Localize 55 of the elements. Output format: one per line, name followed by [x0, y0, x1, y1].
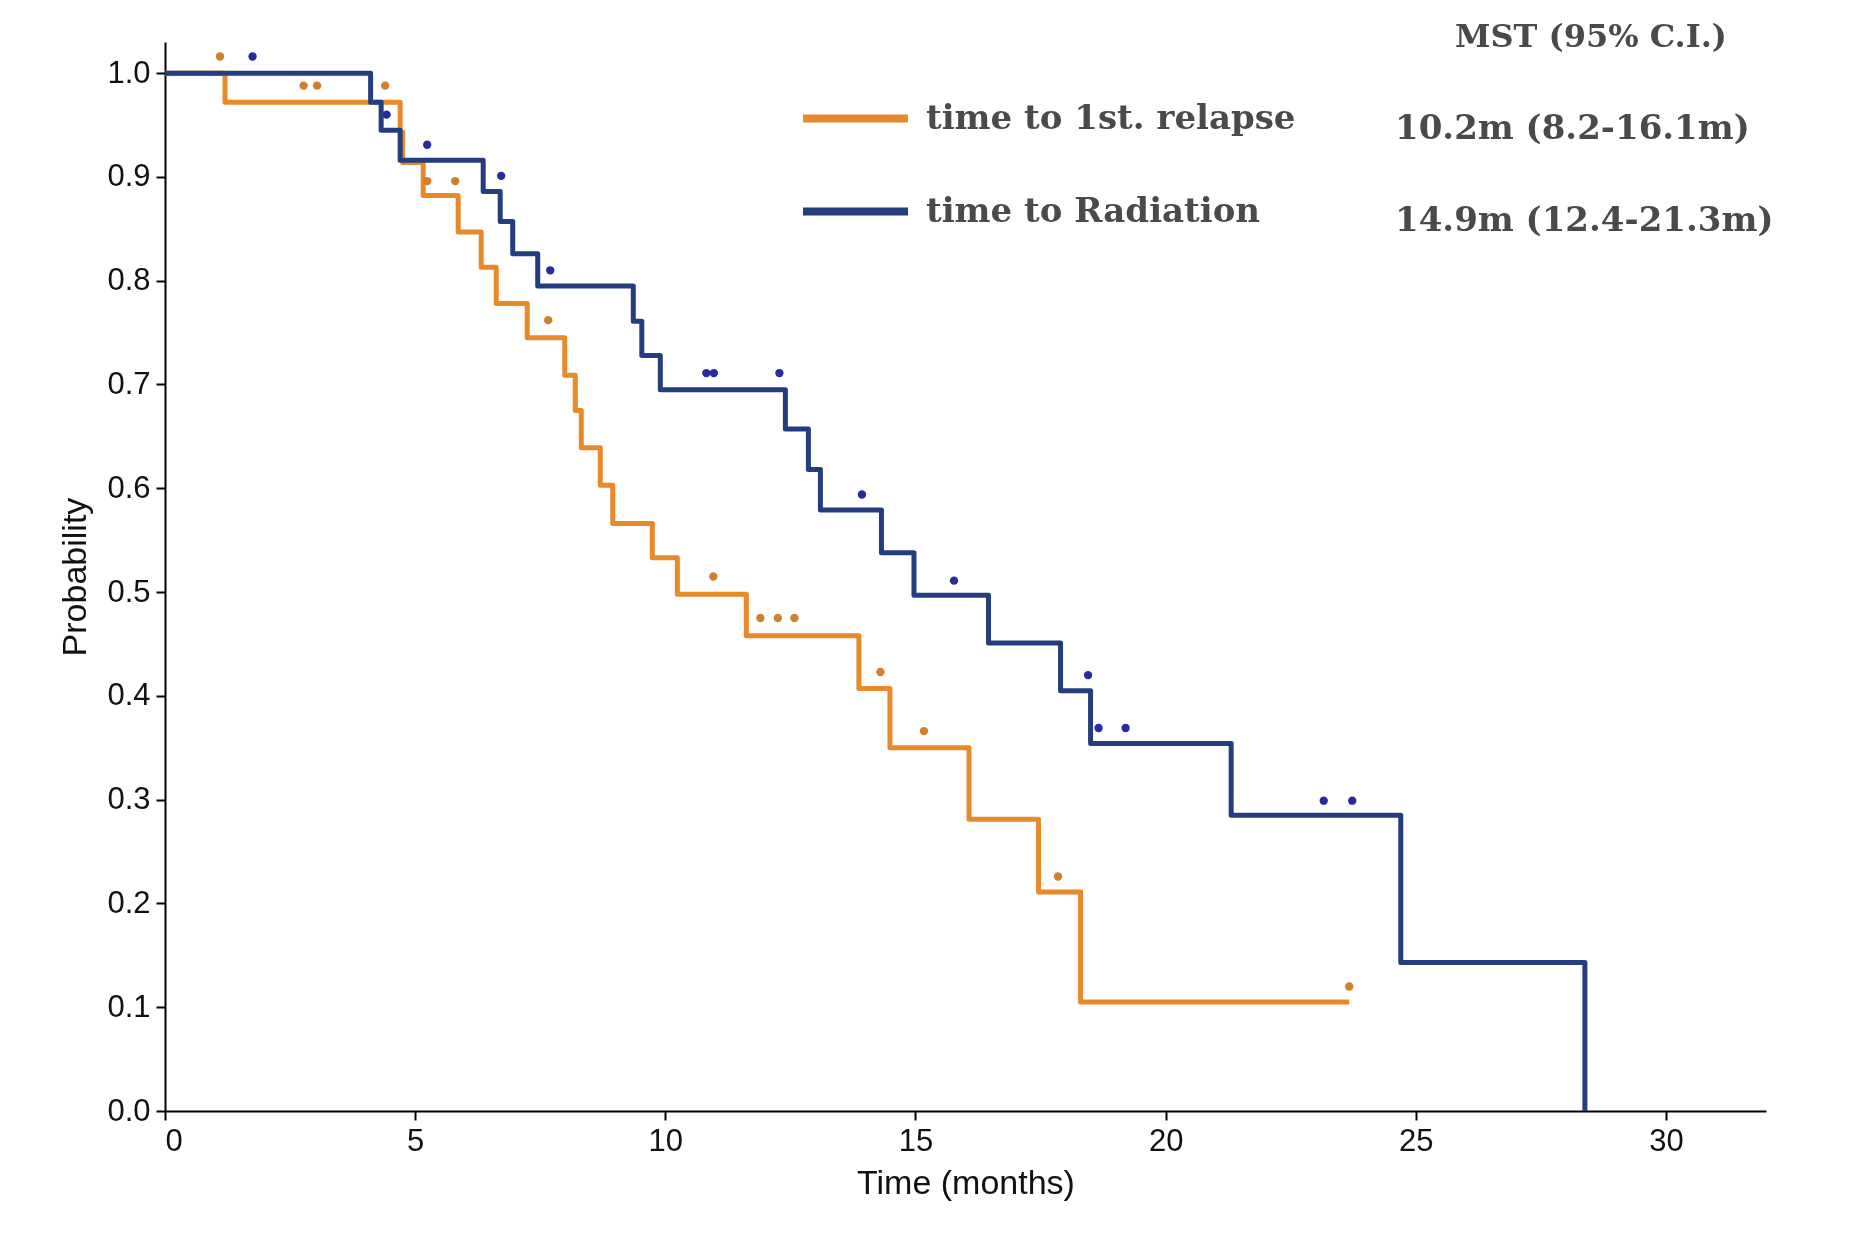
point: [949, 576, 959, 585]
point: [857, 490, 867, 499]
point: [756, 613, 765, 623]
annotation: 10.2m (8.2-16.1m): [1395, 107, 1750, 147]
point: [422, 140, 432, 149]
point: [248, 52, 257, 61]
point: [1121, 723, 1130, 733]
y-tick-label: 0.3: [107, 781, 151, 817]
point: [497, 171, 506, 181]
x-tick-label: 25: [1399, 1122, 1434, 1158]
point: [544, 315, 553, 325]
point: [546, 266, 555, 275]
x-tick-label: 10: [648, 1122, 684, 1158]
x-tick-label: 20: [1148, 1122, 1184, 1158]
point: [773, 613, 783, 623]
point: [312, 81, 322, 90]
point: [775, 368, 784, 378]
point: [215, 52, 225, 61]
y-tick-label: 0.6: [107, 469, 151, 505]
y-tick-label: 0.7: [107, 366, 151, 401]
y-tick-label: 0.4: [107, 677, 151, 713]
point: [422, 176, 432, 186]
point: [1083, 670, 1093, 680]
legend-label: time to Radiation: [926, 189, 1261, 230]
point: [709, 572, 718, 581]
y-tick-label: 0.2: [107, 884, 151, 920]
point: [790, 613, 799, 623]
y-tick-label: 0.9: [107, 158, 151, 194]
y-tick-label: 1.0: [107, 54, 151, 90]
point: [1319, 796, 1328, 805]
y-tick-label: 0.5: [107, 573, 151, 609]
point: [709, 368, 719, 378]
point: [1348, 796, 1357, 805]
point: [919, 726, 929, 736]
point: [382, 110, 391, 119]
point: [1345, 982, 1354, 991]
x-tick-label: 5: [407, 1122, 425, 1158]
point: [702, 368, 711, 378]
x-axis-title: Time (months): [857, 1162, 1075, 1201]
x-tick-label: 0: [165, 1122, 183, 1158]
annotation: MST (95% C.I.): [1455, 17, 1727, 55]
point: [451, 176, 460, 186]
y-tick-label: 0.8: [107, 262, 151, 298]
y-tick-label: 0.1: [107, 988, 151, 1024]
annotation: 14.9m (12.4-21.3m): [1395, 199, 1774, 239]
point: [1094, 723, 1103, 733]
point: [380, 81, 390, 90]
x-tick-label: 30: [1649, 1122, 1684, 1158]
point: [1053, 872, 1063, 881]
point: [876, 667, 885, 677]
y-axis-title: Probability: [55, 497, 94, 657]
x-tick-label: 15: [898, 1122, 934, 1158]
point: [299, 81, 308, 90]
y-tick-label: 0.0: [107, 1092, 151, 1128]
legend-label: time to 1st. relapse: [926, 96, 1296, 137]
